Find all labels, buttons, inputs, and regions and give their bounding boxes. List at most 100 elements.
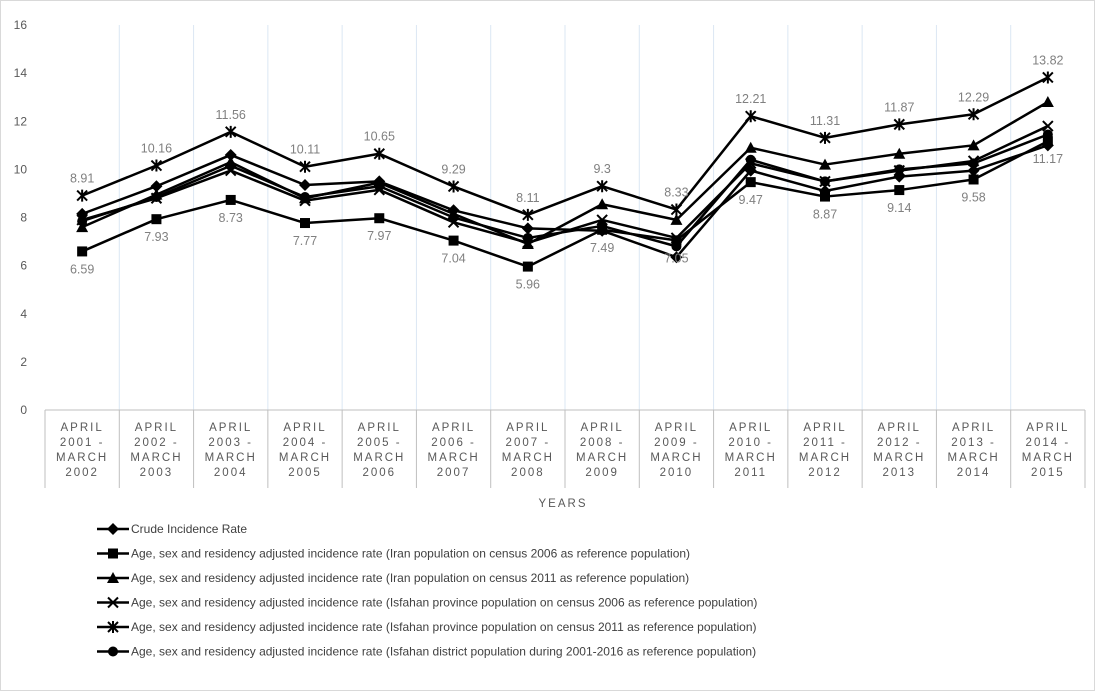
legend-item: Age, sex and residency adjusted incidenc… <box>97 596 757 610</box>
data-point-star <box>745 110 757 123</box>
data-point-square <box>151 214 162 225</box>
series-5 <box>76 71 1054 221</box>
data-point-circle <box>894 164 905 175</box>
data-label: 9.14 <box>887 201 911 215</box>
series-line <box>81 133 1049 248</box>
y-tick-label: 8 <box>20 211 27 225</box>
legend-marker-square <box>108 548 118 559</box>
y-tick-label: 12 <box>14 114 28 128</box>
legend-label: Age, sex and residency adjusted incidenc… <box>131 596 757 610</box>
data-point-star <box>299 160 311 173</box>
data-point-square <box>522 261 533 272</box>
data-label: 12.21 <box>735 92 766 106</box>
data-label: 11.56 <box>216 108 246 122</box>
data-point-x <box>1042 120 1054 132</box>
data-label: 8.33 <box>664 186 688 200</box>
x-tick-label: APRIL 2008 -MARCH 2009 <box>576 422 628 479</box>
data-point-circle <box>151 192 162 203</box>
data-label: 7.97 <box>367 229 391 243</box>
data-label: 9.3 <box>593 162 610 176</box>
data-point-star <box>373 147 385 160</box>
data-point-circle <box>597 220 608 231</box>
data-label: 9.47 <box>739 193 763 207</box>
data-label: 11.87 <box>884 100 914 114</box>
y-tick-label: 6 <box>20 259 27 273</box>
x-axis-title: YEARS <box>539 498 588 510</box>
data-point-star <box>76 189 88 202</box>
x-tick-label: APRIL 2012 -MARCH 2013 <box>873 422 925 479</box>
legend-label: Age, sex and residency adjusted incidenc… <box>131 571 689 585</box>
series-2 <box>77 136 1053 272</box>
data-point-square <box>820 191 830 202</box>
data-point-triangle <box>819 158 831 170</box>
data-point-star <box>596 180 608 193</box>
data-point-square <box>894 185 905 196</box>
data-label: 12.29 <box>958 90 989 104</box>
data-point-triangle <box>893 147 906 159</box>
x-tick-label: APRIL 2001 -MARCH 2002 <box>56 422 108 479</box>
data-label: 8.87 <box>813 208 837 222</box>
y-tick-label: 10 <box>14 162 28 176</box>
data-point-square <box>671 235 682 246</box>
data-point-circle <box>1042 129 1053 140</box>
legend-marker-triangle <box>107 572 119 583</box>
data-point-diamond <box>670 251 683 264</box>
data-label: 10.65 <box>364 130 395 144</box>
x-tick-label: APRIL 2002 -MARCH 2003 <box>130 422 182 479</box>
y-tick-label: 16 <box>14 18 28 32</box>
legend-label: Crude Incidence Rate <box>131 522 247 536</box>
legend-item: Age, sex and residency adjusted incidenc… <box>97 571 689 585</box>
data-point-circle <box>671 241 682 252</box>
data-point-square <box>300 218 310 229</box>
data-label: 8.11 <box>516 191 539 205</box>
x-tick-label: APRIL 2011 -MARCH 2012 <box>799 422 851 479</box>
data-label: 10.16 <box>141 142 172 156</box>
data-point-star <box>150 159 163 172</box>
data-point-circle <box>77 216 88 227</box>
x-tick-label: APRIL 2009 -MARCH 2010 <box>650 422 702 479</box>
data-label: 6.59 <box>70 262 94 276</box>
data-label: 11.17 <box>1033 152 1063 166</box>
data-point-diamond <box>224 148 237 161</box>
data-point-diamond <box>967 164 980 177</box>
y-tick-label: 4 <box>20 307 27 321</box>
legend-item: Age, sex and residency adjusted incidenc… <box>97 620 757 634</box>
data-point-circle <box>300 192 310 203</box>
legend-item: Crude Incidence Rate <box>97 522 247 536</box>
series-6 <box>77 129 1053 252</box>
data-point-star <box>893 118 905 131</box>
data-label: 7.77 <box>293 234 317 248</box>
data-point-star <box>522 208 534 221</box>
data-point-star <box>967 108 980 121</box>
legend-item: Age, sex and residency adjusted incidenc… <box>97 547 690 561</box>
x-tick-label: APRIL 2003 -MARCH 2004 <box>205 422 257 479</box>
series-line <box>81 76 1049 217</box>
x-tick-label: APRIL 2004 -MARCH 2005 <box>279 422 331 479</box>
data-point-triangle <box>744 141 757 153</box>
data-point-diamond <box>150 180 163 193</box>
data-point-square <box>77 246 88 257</box>
x-tick-label: APRIL 2014 -MARCH 2015 <box>1022 422 1074 479</box>
x-tick-label: APRIL 2005 -MARCH 2006 <box>353 422 405 479</box>
data-point-triangle <box>967 139 980 151</box>
legend-marker-x <box>107 596 119 609</box>
legend: Crude Incidence Rate Age, sex and residen… <box>97 522 757 659</box>
x-axis-layer: APRIL 2001 -MARCH 2002 APRIL 2002 -MARCH 2003… <box>44 410 1086 488</box>
legend-label: Age, sex and residency adjusted incidenc… <box>131 620 757 634</box>
y-tick-label: 14 <box>14 66 28 80</box>
data-label: 7.49 <box>590 241 614 255</box>
legend-marker-diamond <box>107 523 119 535</box>
data-label: 10.11 <box>290 143 320 157</box>
data-point-star <box>447 180 460 193</box>
legend-label: Age, sex and residency adjusted incidenc… <box>131 547 690 561</box>
data-point-triangle <box>670 213 683 225</box>
data-point-circle <box>374 181 385 192</box>
data-point-square <box>968 174 979 185</box>
x-tick-label: APRIL 2010 -MARCH 2011 <box>725 422 777 479</box>
y-tick-label: 2 <box>20 355 27 369</box>
data-label: 7.05 <box>664 251 688 265</box>
data-point-circle <box>745 154 756 165</box>
